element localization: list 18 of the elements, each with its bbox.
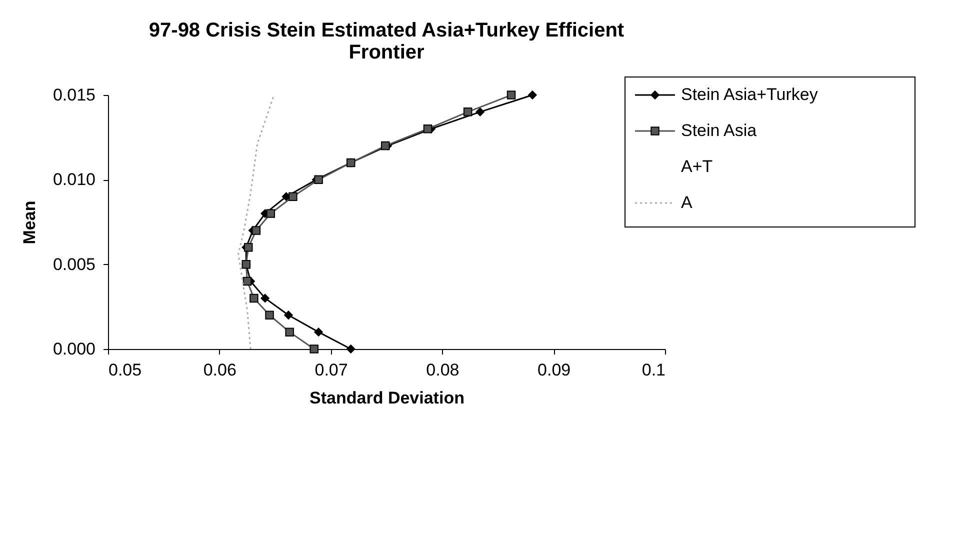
y-axis-title: Mean — [20, 200, 39, 244]
x-tick-label: 0.09 — [538, 360, 571, 380]
x-tick-label: 0.06 — [203, 360, 236, 380]
legend-label: A — [681, 193, 693, 212]
legend-label: Stein Asia+Turkey — [681, 85, 818, 104]
y-tick-label: 0.010 — [52, 170, 96, 190]
y-tick-label: 0.015 — [52, 86, 96, 104]
x-tick-label: 0.1 — [642, 360, 666, 380]
legend-label: Stein Asia — [681, 121, 758, 140]
chart-title: 97-98 Crisis Stein Estimated Asia+Turkey Efficient Frontier — [148, 20, 624, 64]
x-tick-label: 0.08 — [426, 360, 460, 380]
y-tick-label: 0.005 — [52, 254, 96, 274]
y-tick-label: 0.000 — [52, 340, 96, 358]
line-series — [238, 94, 275, 350]
x-tick-label: 0.07 — [314, 360, 348, 380]
text: A+T — [681, 157, 713, 176]
x-axis-title: Standard Deviation — [310, 388, 464, 408]
x-tick-label: 0.05 — [108, 360, 142, 380]
